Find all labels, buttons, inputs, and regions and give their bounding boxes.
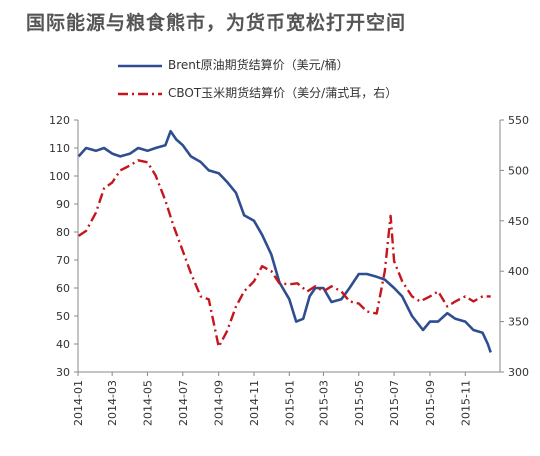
y-left-tick-label: 50: [56, 310, 70, 323]
legend-item-brent: Brent原油期货结算价（美元/桶）: [118, 56, 349, 73]
y-right-tick-label: 550: [508, 114, 529, 127]
legend-label-corn: CBOT玉米期货结算价（美分/蒲式耳，右）: [168, 86, 398, 100]
legend-label-brent: Brent原油期货结算价（美元/桶）: [168, 58, 349, 72]
chart-title: 国际能源与粮食熊市，为货币宽松打开空间: [26, 12, 407, 34]
y-right-tick-label: 400: [508, 265, 529, 278]
legend-item-corn: CBOT玉米期货结算价（美分/蒲式耳，右）: [118, 84, 397, 101]
x-tick-label: 2014-11: [248, 380, 261, 426]
x-tick-label: 2015-09: [424, 380, 437, 426]
y-left-tick-label: 80: [56, 226, 70, 239]
series-line-corn: [77, 159, 491, 348]
y-left-tick-label: 70: [56, 254, 70, 267]
y-left-tick-label: 100: [49, 170, 70, 183]
y-left-tick-label: 120: [49, 114, 70, 127]
y-left-tick-label: 40: [56, 338, 70, 351]
x-tick-label: 2015-11: [459, 380, 472, 426]
x-tick-label: 2015-03: [317, 380, 330, 426]
y-left-tick-label: 30: [56, 366, 70, 379]
x-tick-label: 2015-05: [353, 380, 366, 426]
x-tick-label: 2014-09: [213, 380, 226, 426]
x-tick-label: 2014-07: [177, 380, 190, 426]
x-tick-label: 2015-01: [283, 380, 296, 426]
y-left-tick-label: 60: [56, 282, 70, 295]
y-left-tick-label: 90: [56, 198, 70, 211]
legend-swatch-corn: [118, 88, 162, 98]
x-tick-label: 2014-03: [106, 380, 119, 426]
x-tick-label: 2014-01: [72, 380, 85, 426]
legend-swatch-brent: [118, 60, 162, 70]
y-right-tick-label: 350: [508, 316, 529, 329]
y-right-tick-label: 500: [508, 164, 529, 177]
y-left-tick-label: 110: [49, 142, 70, 155]
series-line-brent: [77, 129, 492, 353]
y-right-tick-label: 300: [508, 366, 529, 379]
y-right-tick-label: 450: [508, 215, 529, 228]
x-tick-label: 2015-07: [388, 380, 401, 426]
x-tick-label: 2014-05: [141, 380, 154, 426]
